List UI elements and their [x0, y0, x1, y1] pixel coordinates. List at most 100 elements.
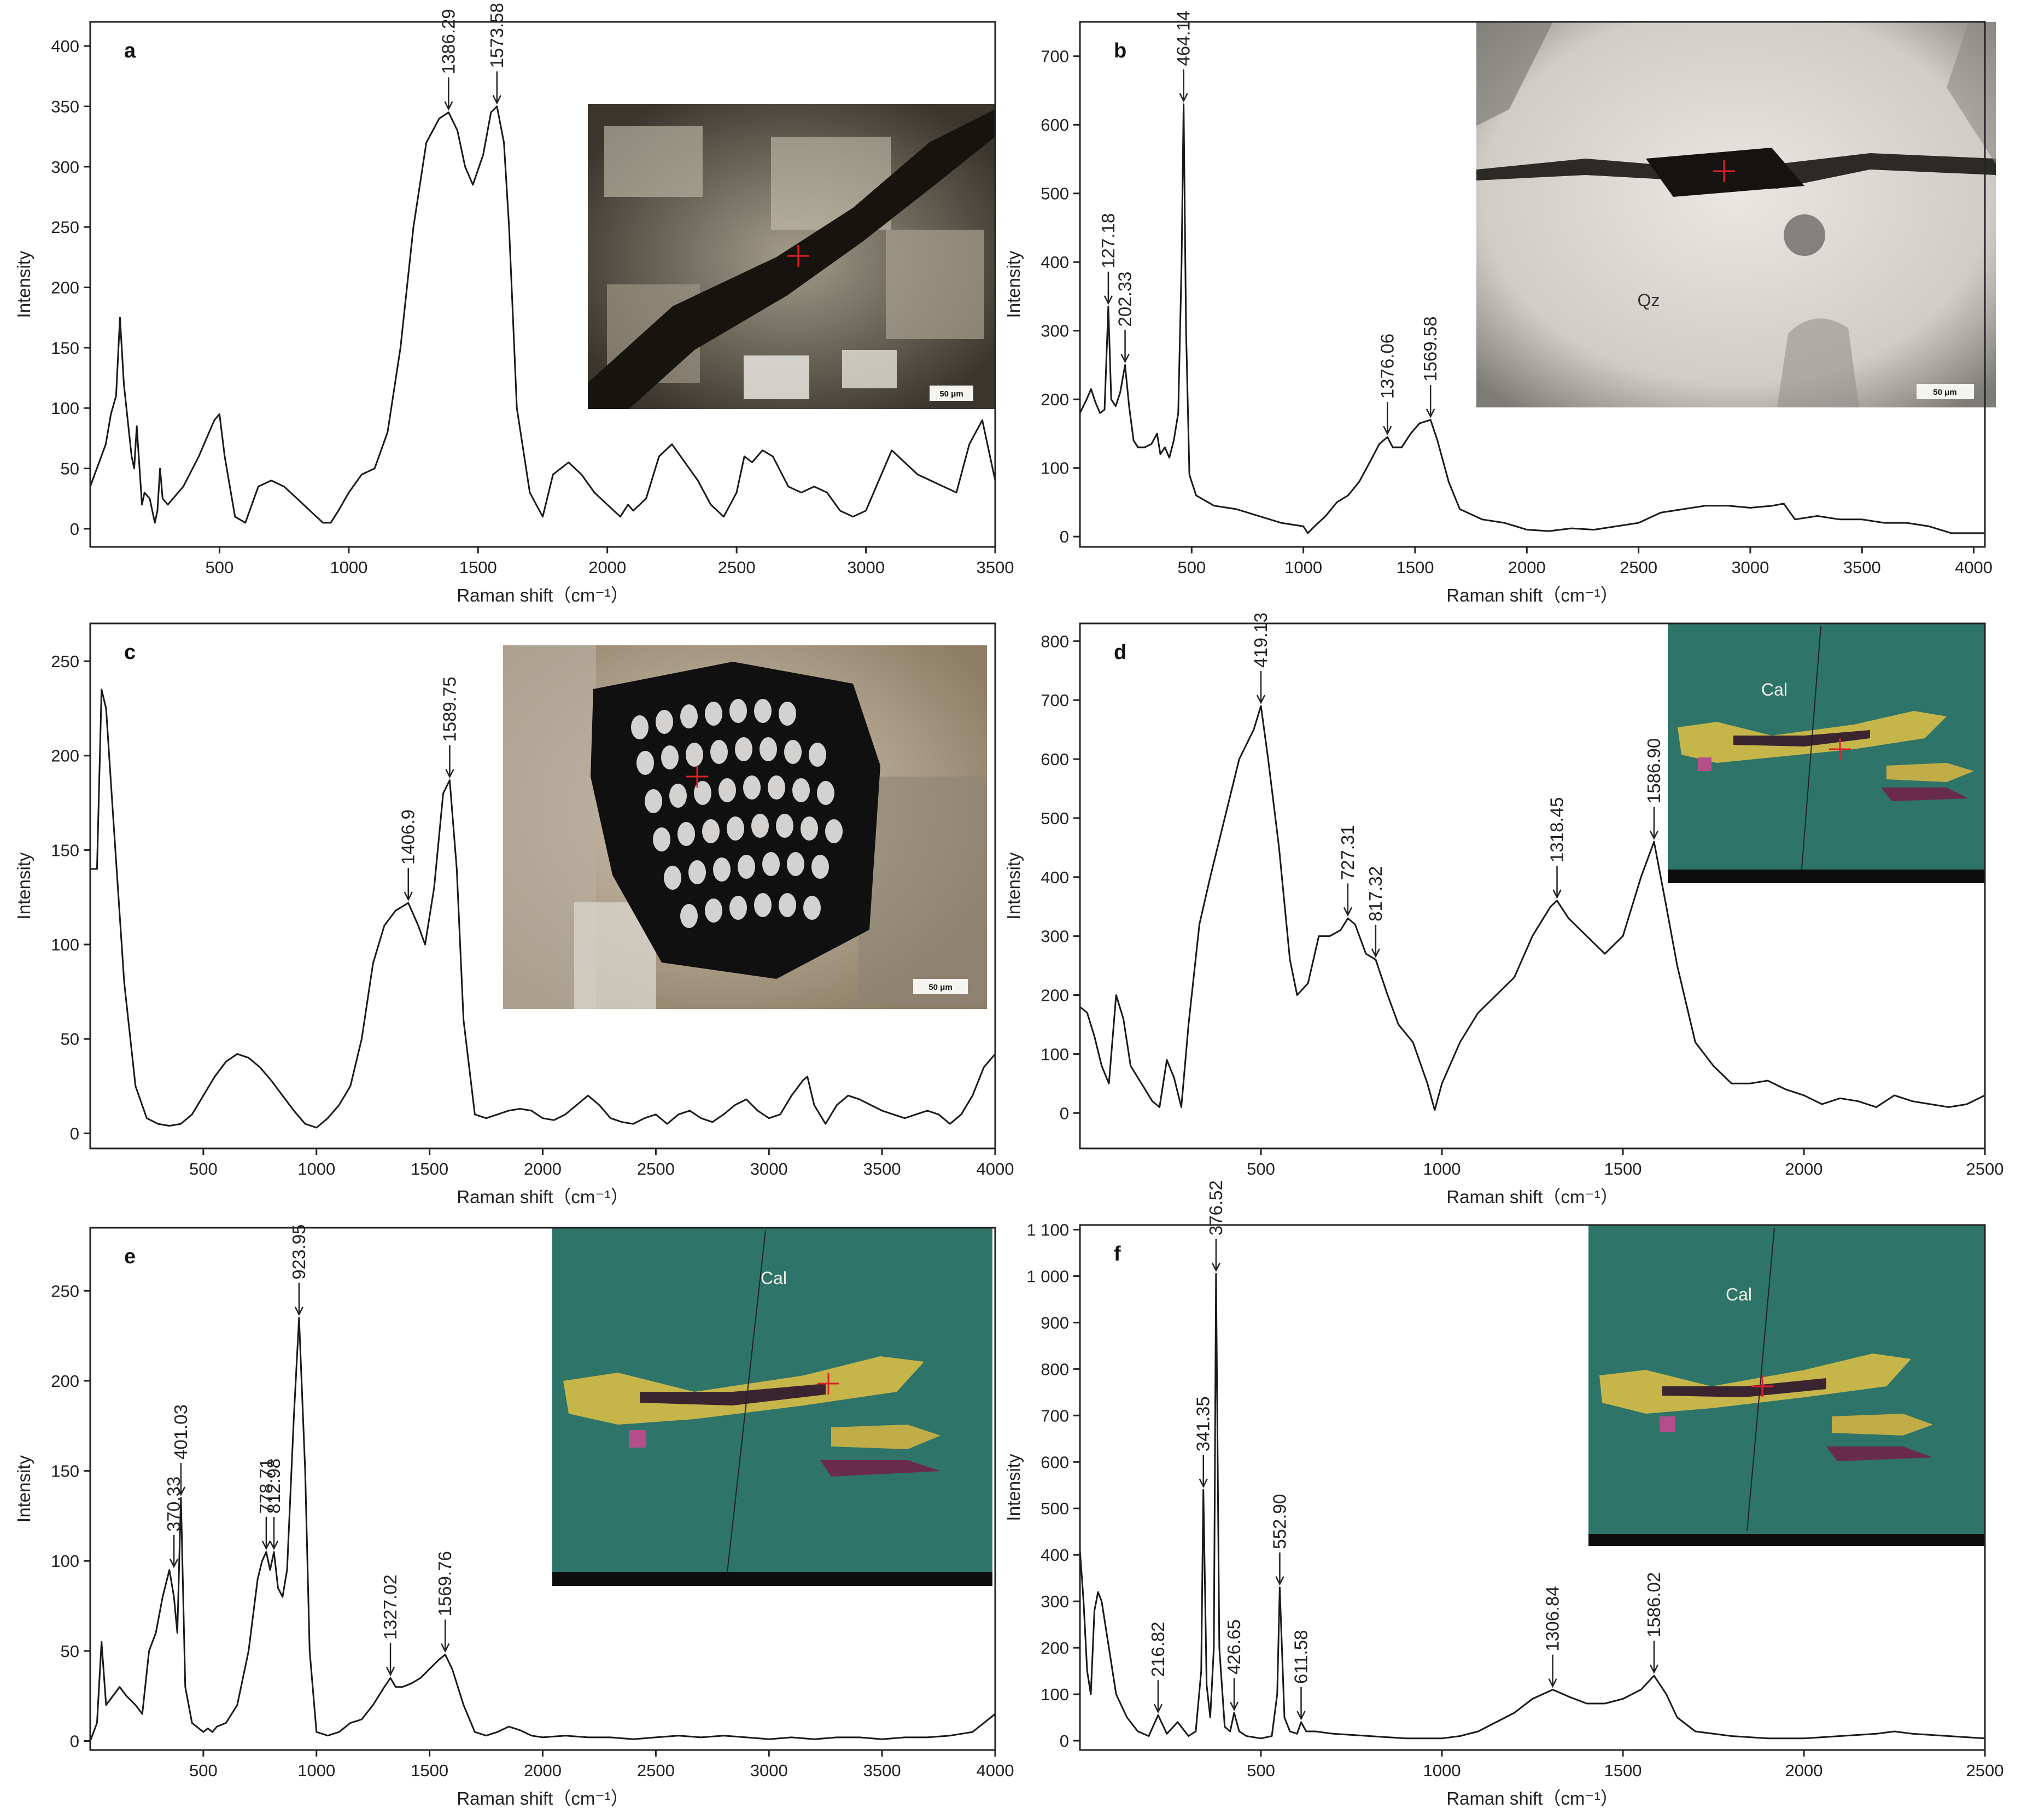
plot-frame-f [1079, 1224, 1986, 1751]
peak-arrowhead-c [404, 891, 413, 901]
y-axis-title-d: Intensity [1003, 852, 1024, 919]
peak-label-f: 1306.84 [1543, 1586, 1563, 1651]
x-tick-label-b: 500 [1177, 558, 1206, 577]
y-tick-label-c: 150 [51, 841, 79, 860]
x-tick-label-a: 1500 [459, 558, 497, 577]
peak-label-b: 127.18 [1098, 213, 1118, 269]
peak-arrowhead-b [1103, 295, 1113, 305]
y-tick-label-c: 100 [51, 935, 79, 954]
y-axis-title-a: Intensity [14, 250, 34, 318]
scale-bar-a: 50 μm [939, 389, 963, 399]
peak-arrowhead-e [169, 1559, 179, 1568]
spectrum-line-b [1079, 103, 1985, 534]
peak-label-e: 812.98 [264, 1459, 284, 1514]
x-tick-label-e: 2500 [637, 1761, 675, 1780]
mineral-label-qz-b: Qz [1638, 290, 1660, 310]
x-axis-title-b: Raman shift（cm⁻¹） [1446, 585, 1618, 605]
y-tick-label-f: 1 100 [1026, 1220, 1069, 1239]
mineral-label-cal-e: Cal [761, 1268, 787, 1288]
panel-letter-d: d [1114, 641, 1126, 664]
marker-cross-a [787, 245, 809, 267]
peak-arrowhead-e [176, 1486, 186, 1496]
inset-photo-b: Qz 50 μm [1476, 22, 1996, 407]
peak-arrowhead-d [1371, 948, 1380, 958]
y-tick-label-f: 500 [1041, 1499, 1069, 1518]
peak-label-f: 426.65 [1224, 1619, 1244, 1675]
peak-arrowhead-b [1179, 93, 1188, 103]
y-tick-label-b: 200 [1041, 390, 1069, 409]
x-tick-label-e: 500 [189, 1761, 218, 1780]
x-tick-label-c: 1000 [297, 1159, 335, 1179]
spectrum-line-a [89, 106, 996, 524]
panel-letter-e: e [124, 1245, 136, 1268]
y-tick-label-c: 250 [51, 652, 79, 671]
panel-e: Cal 500 1000 1500 2000 2500 3000 3500 4000 0 50 10… [14, 1224, 1014, 1809]
inset-photo-c: 50 μm [503, 645, 987, 1009]
x-tick-label-e: 3000 [750, 1761, 788, 1780]
peak-arrowhead-d [1552, 889, 1562, 899]
peak-arrowhead-e [261, 1541, 271, 1550]
marker-cross-e [817, 1373, 839, 1395]
x-tick-label-e: 2000 [524, 1761, 562, 1780]
x-tick-label-e: 1500 [411, 1761, 448, 1780]
y-tick-label-b: 300 [1041, 322, 1069, 341]
peak-label-b: 202.33 [1115, 272, 1135, 327]
inset-photo-d: Cal [1668, 623, 1985, 883]
peak-arrowhead-a [492, 95, 501, 105]
y-tick-label-d: 100 [1041, 1045, 1069, 1064]
y-tick-label-d: 600 [1041, 750, 1069, 769]
fossil-cells [631, 699, 843, 928]
spectrum-line-e [89, 1317, 996, 1742]
peak-arrowhead-d [1256, 695, 1266, 704]
x-tick-label-f: 1500 [1604, 1761, 1642, 1780]
peak-arrowhead-e [294, 1306, 304, 1316]
y-tick-label-f: 800 [1041, 1360, 1069, 1379]
inset-photo-a: 50 μm [588, 104, 995, 409]
peak-arrowhead-f [1296, 1711, 1306, 1720]
y-tick-label-f: 600 [1041, 1452, 1069, 1472]
panel-b: Qz 50 μm 500 1000 1500 2000 2500 3000 3500 4000… [1003, 11, 1996, 605]
peak-label-d: 419.13 [1251, 612, 1271, 668]
scale-bar-b: 50 μm [1933, 388, 1956, 397]
spectrum-line-f [1079, 1273, 1985, 1740]
marker-cross-c [686, 766, 708, 788]
y-tick-label-a: 350 [51, 97, 79, 116]
peak-label-e: 1327.02 [380, 1574, 400, 1640]
marker-cross-b [1713, 160, 1735, 182]
peak-label-f: 1586.02 [1644, 1572, 1664, 1637]
peak-label-b: 1569.58 [1420, 317, 1440, 382]
x-tick-label-d: 1000 [1423, 1159, 1461, 1179]
x-tick-label-c: 3500 [863, 1159, 901, 1179]
y-tick-label-a: 300 [51, 158, 79, 177]
x-tick-label-a: 2000 [588, 558, 626, 577]
peak-arrowhead-b [1426, 409, 1435, 418]
y-tick-label-c: 200 [51, 746, 79, 766]
peak-arrowhead-f [1153, 1704, 1163, 1714]
peak-arrowhead-f [1548, 1678, 1557, 1688]
y-tick-label-b: 600 [1041, 115, 1069, 135]
panel-d: Cal 500 1000 1500 2000 2500 0 100 200 300 400 500 6… [1003, 612, 2003, 1207]
x-tick-label-c: 3000 [750, 1159, 788, 1179]
x-tick-label-e: 3500 [863, 1761, 901, 1780]
x-axis-title-a: Raman shift（cm⁻¹） [457, 585, 628, 605]
y-tick-label-a: 200 [51, 278, 79, 298]
x-tick-label-f: 500 [1247, 1761, 1275, 1780]
x-tick-label-b: 1000 [1284, 558, 1322, 577]
peak-label-f: 552.90 [1269, 1494, 1289, 1549]
peak-label-e: 1569.76 [435, 1551, 455, 1616]
y-tick-label-e: 250 [51, 1281, 79, 1300]
y-tick-label-c: 50 [61, 1030, 79, 1049]
x-tick-label-d: 1500 [1604, 1159, 1642, 1179]
y-tick-label-a: 150 [51, 339, 79, 358]
y-tick-label-b: 700 [1041, 47, 1069, 66]
y-tick-label-f: 300 [1041, 1592, 1069, 1611]
y-axis-title-e: Intensity [14, 1455, 34, 1522]
y-tick-label-b: 100 [1041, 459, 1069, 478]
y-tick-label-d: 500 [1041, 809, 1069, 828]
x-tick-label-a: 3000 [847, 558, 885, 577]
y-tick-label-c: 0 [70, 1124, 79, 1143]
mineral-label-cal-d: Cal [1761, 680, 1788, 699]
y-tick-label-f: 400 [1041, 1545, 1069, 1565]
y-tick-label-a: 100 [51, 399, 79, 418]
peak-label-e: 778.71 [256, 1459, 276, 1514]
